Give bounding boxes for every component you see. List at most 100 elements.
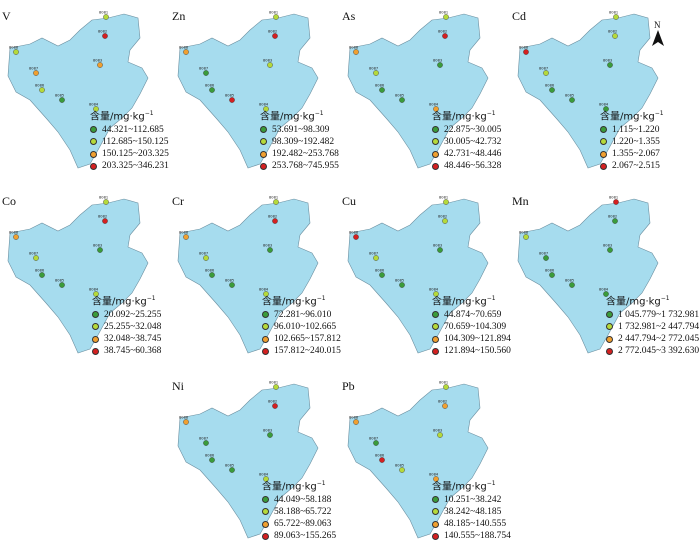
legend-item: 104.309~121.894: [432, 333, 511, 345]
legend-swatch-icon: [432, 347, 439, 355]
sample-point-label: 8088: [519, 231, 529, 235]
district-map: 8081 8082 8083 8084 8085 8086 8087 8088: [7, 11, 149, 169]
legend-swatch-icon: [432, 508, 439, 516]
legend-swatch-icon: [90, 126, 97, 134]
legend-swatch-icon: [92, 347, 99, 355]
legend-swatch-icon: [262, 520, 269, 528]
legend-swatch-icon: [606, 347, 613, 355]
legend-swatch-icon: [606, 335, 613, 343]
legend-item: 53.691~98.309: [260, 124, 339, 136]
sample-point-label: 8086: [205, 269, 215, 273]
sample-point-8083: [267, 432, 273, 438]
map-panel-v: 8081 8082 8083 8084 8085 8086 8087 8088 V 含量/mg·k…: [0, 0, 170, 180]
sample-point-8085: [229, 97, 235, 103]
sample-point-8083: [97, 247, 103, 253]
legend-item: 1 045.779~1 732.981: [606, 309, 699, 321]
sample-point-8082: [272, 403, 278, 409]
sample-point-8081: [103, 14, 109, 20]
legend-title: 含量/mg·kg−1: [262, 480, 326, 493]
sample-point-label: 8082: [438, 400, 447, 404]
legend-title-exponent: −1: [486, 295, 496, 302]
sample-point-label: 8085: [225, 279, 234, 283]
legend-item: 89.063~155.265: [262, 530, 336, 542]
district-boundary: [7, 198, 149, 354]
sample-point-8087: [373, 70, 379, 76]
sample-point-label: 8085: [225, 94, 234, 98]
sample-point-label: 8083: [603, 59, 612, 63]
sample-point-8088: [353, 49, 359, 55]
legend-title: 含量/mg·kg−1: [600, 110, 664, 123]
element-title: Cr: [172, 194, 184, 208]
legend-swatch-icon: [432, 520, 439, 528]
element-title: Cu: [342, 194, 357, 208]
legend-swatch-icon: [260, 150, 267, 158]
legend-swatch-icon: [432, 126, 439, 134]
district-boundary: [517, 198, 659, 354]
sample-point-8088: [183, 234, 189, 240]
legend-range: 44.321~112.685: [102, 124, 164, 135]
legend-title: 含量/mg·kg−1: [432, 110, 496, 123]
legend-item: 121.894~150.560: [432, 345, 511, 357]
legend-item: 22.875~30.005: [432, 124, 501, 136]
sample-point-label: 8081: [99, 196, 108, 200]
legend-swatch-icon: [262, 311, 269, 319]
sample-point-label: 8081: [99, 11, 108, 15]
sample-point-label: 8086: [545, 84, 555, 88]
sample-point-label: 8084: [599, 288, 609, 292]
sample-point-8084: [603, 106, 609, 112]
sample-point-8086: [549, 87, 555, 93]
legend-range: 10.251~38.242: [444, 494, 502, 505]
legend-swatch-icon: [260, 162, 267, 170]
sample-point-8086: [379, 457, 385, 463]
legend-range: 20.092~25.255: [104, 309, 162, 320]
sample-point-8087: [203, 440, 209, 446]
sample-point-label: 8088: [179, 231, 189, 235]
legend-range: 2 447.794~2 772.045: [618, 333, 700, 344]
legend-swatch-icon: [92, 323, 99, 331]
legend-item: 72.281~96.010: [262, 309, 341, 321]
sample-point-8085: [569, 282, 575, 288]
legend-range: 2 772.045~3 392.630: [618, 346, 700, 357]
sample-point-label: 8088: [9, 46, 19, 50]
legend: 含量/mg·kg−1 44.874~70.659 70.659~104.309 104…: [432, 293, 511, 357]
sample-point-8083: [437, 62, 443, 68]
sample-point-8083: [267, 247, 273, 253]
map-panel-cr: 8081 8082 8083 8084 8085 8086 8087 8088 Cr 含量/mg·…: [170, 185, 341, 365]
sample-point-8083: [607, 247, 613, 253]
sample-point-label: 8085: [565, 94, 574, 98]
sample-point-label: 8085: [565, 279, 574, 283]
sample-point-label: 8087: [29, 252, 38, 256]
legend-range: 1 045.779~1 732.981: [618, 309, 700, 320]
legend-item: 48.446~56.328: [432, 160, 501, 172]
sample-point-label: 8082: [608, 215, 617, 219]
legend-item: 32.048~38.745: [92, 333, 161, 345]
legend-range: 2.067~2.515: [612, 161, 660, 172]
sample-point-label: 8082: [98, 215, 107, 219]
legend-swatch-icon: [92, 311, 99, 319]
sample-point-label: 8087: [369, 252, 378, 256]
sample-point-label: 8082: [268, 30, 277, 34]
legend-swatch-icon: [90, 138, 97, 146]
legend-swatch-icon: [432, 138, 439, 146]
north-label: N: [654, 20, 661, 30]
sample-point-label: 8084: [89, 103, 99, 107]
legend-title-exponent: −1: [144, 110, 154, 117]
legend-range: 104.309~121.894: [444, 333, 511, 344]
legend-title-exponent: −1: [660, 295, 670, 302]
sample-point-label: 8087: [199, 252, 208, 256]
sample-point-label: 8084: [599, 103, 609, 107]
sample-point-label: 8081: [269, 196, 278, 200]
legend-item: 44.874~70.659: [432, 309, 511, 321]
legend: 含量/mg·kg−1 10.251~38.242 38.242~48.185 48.1…: [432, 478, 511, 542]
district-map: 8081 8082 8083 8084 8085 8086 8087 8088: [517, 11, 659, 169]
legend-item: 38.242~48.185: [432, 506, 511, 518]
sample-point-8087: [203, 70, 209, 76]
sample-point-label: 8081: [439, 196, 448, 200]
legend-range: 140.555~188.754: [444, 531, 511, 542]
element-title: V: [2, 9, 11, 23]
legend: 含量/mg·kg−1 20.092~25.255 25.255~32.048 32.0…: [92, 293, 161, 357]
district-map: 8081 8082 8083 8084 8085 8086 8087 8088: [177, 381, 319, 539]
map-panel-pb: 8081 8082 8083 8084 8085 8086 8087 8088 Pb 含量/mg·…: [340, 370, 511, 550]
sample-point-label: 8084: [89, 288, 99, 292]
map-panel-mn: 8081 8082 8083 8084 8085 8086 8087 8088 Mn 含量/mg·…: [510, 185, 699, 365]
